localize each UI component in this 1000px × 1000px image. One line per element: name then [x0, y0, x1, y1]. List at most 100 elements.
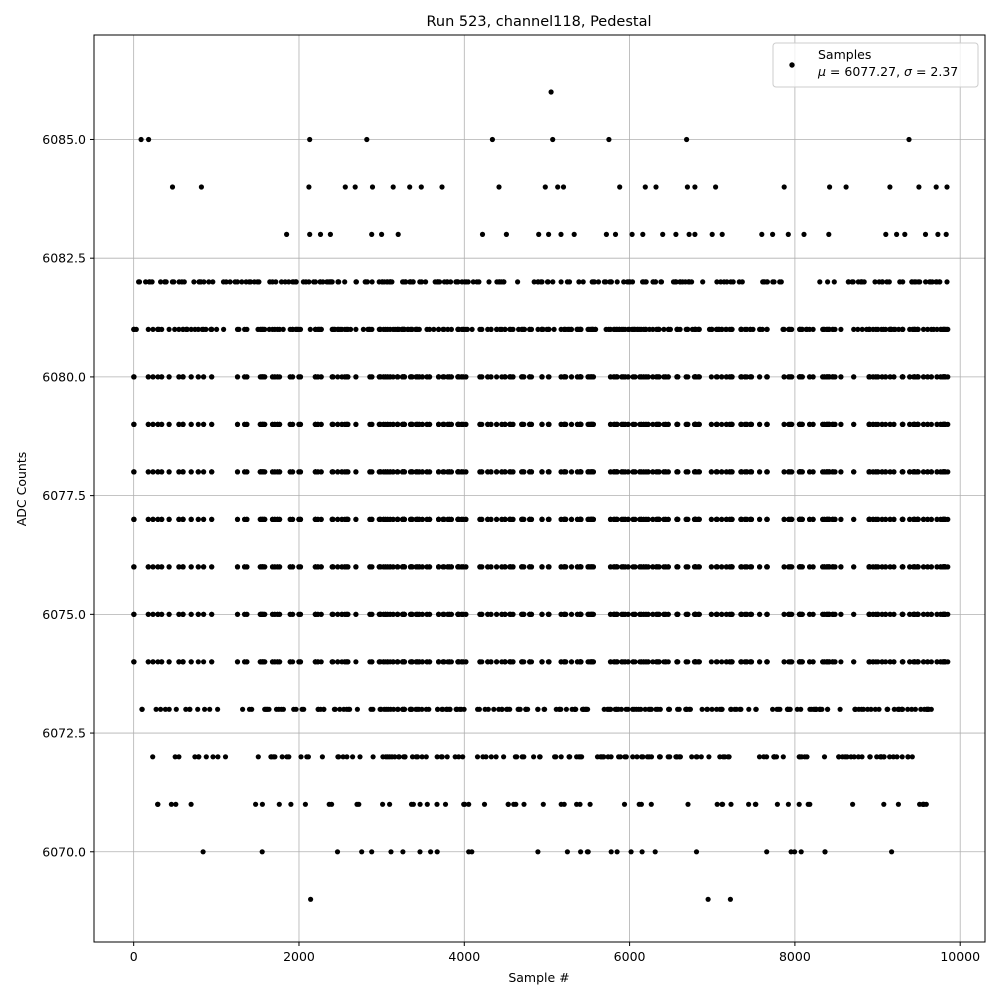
data-point — [673, 279, 679, 285]
data-point — [280, 326, 286, 332]
data-point — [400, 374, 406, 380]
data-point — [797, 564, 803, 570]
data-point — [945, 469, 951, 475]
data-point — [875, 374, 881, 380]
data-point — [729, 326, 735, 332]
data-point — [455, 279, 461, 285]
data-point — [416, 564, 422, 570]
data-point — [258, 374, 264, 380]
data-point — [867, 516, 873, 523]
data-point — [146, 136, 152, 143]
data-point — [821, 326, 828, 332]
data-point — [879, 421, 885, 427]
data-point — [272, 469, 278, 475]
data-point — [661, 374, 667, 380]
data-point — [528, 326, 535, 332]
data-point — [138, 136, 144, 143]
data-point — [577, 421, 583, 427]
data-point — [515, 706, 521, 712]
data-point — [501, 754, 507, 760]
data-point — [653, 374, 660, 380]
data-point — [510, 326, 516, 332]
data-point — [642, 184, 648, 190]
data-point — [666, 706, 672, 712]
data-point — [945, 326, 951, 332]
data-point — [172, 326, 178, 332]
data-point — [933, 184, 939, 190]
x-tick-label: 6000 — [614, 949, 646, 964]
data-point — [866, 326, 872, 332]
data-point — [713, 184, 719, 190]
data-point — [620, 564, 626, 570]
data-point — [810, 374, 816, 380]
data-point — [436, 611, 442, 617]
data-point — [824, 516, 831, 523]
data-point — [400, 611, 406, 617]
data-point — [479, 516, 485, 523]
data-point — [155, 564, 161, 570]
data-point — [700, 279, 706, 285]
data-point — [519, 754, 525, 760]
data-point — [477, 564, 483, 570]
data-point — [729, 564, 735, 570]
data-point — [455, 611, 461, 617]
data-point — [839, 754, 846, 760]
data-point — [131, 659, 137, 665]
data-point — [401, 659, 408, 665]
data-point — [312, 516, 318, 523]
data-point — [390, 469, 396, 475]
data-point — [499, 326, 505, 332]
data-point — [262, 516, 268, 523]
data-point — [561, 421, 568, 427]
data-point — [558, 659, 564, 665]
data-point — [166, 326, 172, 332]
data-point — [383, 754, 389, 760]
data-point — [255, 754, 261, 760]
data-point — [827, 184, 833, 190]
data-point — [646, 706, 652, 712]
data-point — [603, 326, 609, 332]
data-point — [427, 611, 433, 617]
data-point — [240, 706, 246, 712]
data-point — [907, 611, 913, 617]
data-point — [821, 754, 828, 760]
data-point — [390, 659, 396, 665]
data-point — [381, 421, 387, 427]
data-point — [683, 659, 689, 665]
data-point — [781, 564, 787, 570]
data-point — [887, 326, 893, 332]
data-point — [675, 706, 681, 712]
data-point — [417, 801, 423, 807]
data-point — [207, 706, 213, 712]
data-point — [381, 659, 387, 665]
data-point — [920, 374, 927, 380]
data-point — [390, 516, 396, 523]
data-point — [499, 706, 505, 712]
data-point — [747, 516, 754, 523]
data-point — [426, 706, 432, 712]
data-point — [201, 516, 207, 523]
data-point — [632, 611, 638, 617]
data-point — [675, 611, 681, 617]
data-point — [925, 469, 931, 475]
data-point — [395, 421, 401, 427]
data-point — [293, 279, 299, 285]
data-point — [917, 801, 923, 807]
data-point — [826, 564, 832, 570]
data-point — [201, 374, 207, 380]
data-point — [287, 659, 293, 665]
data-point — [318, 469, 324, 475]
data-point — [568, 374, 575, 380]
x-axis-ticks: 0 2000 4000 6000 8000 10000 — [130, 942, 980, 964]
data-point — [595, 279, 602, 285]
data-point — [781, 469, 787, 475]
data-point — [210, 279, 216, 285]
data-point — [387, 564, 393, 570]
data-point — [887, 754, 893, 760]
data-point — [890, 754, 897, 760]
data-point — [409, 754, 416, 760]
data-point — [736, 279, 742, 285]
data-point — [851, 326, 857, 332]
data-point — [441, 421, 447, 427]
data-point — [330, 564, 336, 570]
